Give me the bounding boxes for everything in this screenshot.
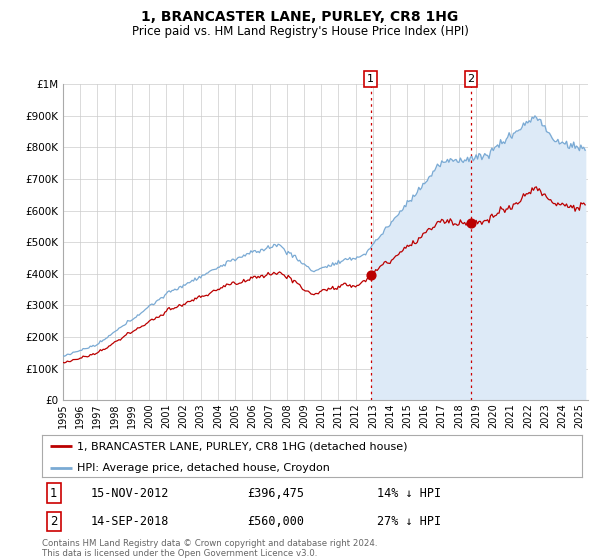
Text: Price paid vs. HM Land Registry's House Price Index (HPI): Price paid vs. HM Land Registry's House …	[131, 25, 469, 38]
Text: 2: 2	[50, 515, 58, 528]
Text: Contains HM Land Registry data © Crown copyright and database right 2024.: Contains HM Land Registry data © Crown c…	[42, 539, 377, 548]
Text: 1: 1	[367, 74, 374, 84]
Text: 1, BRANCASTER LANE, PURLEY, CR8 1HG (detached house): 1, BRANCASTER LANE, PURLEY, CR8 1HG (det…	[77, 441, 407, 451]
Point	[466, 219, 476, 228]
Text: 1, BRANCASTER LANE, PURLEY, CR8 1HG: 1, BRANCASTER LANE, PURLEY, CR8 1HG	[142, 10, 458, 24]
Text: £560,000: £560,000	[247, 515, 304, 528]
Text: 15-NOV-2012: 15-NOV-2012	[91, 487, 169, 500]
Text: 2: 2	[467, 74, 475, 84]
Text: 27% ↓ HPI: 27% ↓ HPI	[377, 515, 441, 528]
Text: 14-SEP-2018: 14-SEP-2018	[91, 515, 169, 528]
Text: HPI: Average price, detached house, Croydon: HPI: Average price, detached house, Croy…	[77, 463, 330, 473]
Text: 1: 1	[50, 487, 58, 500]
Text: This data is licensed under the Open Government Licence v3.0.: This data is licensed under the Open Gov…	[42, 549, 317, 558]
Text: 14% ↓ HPI: 14% ↓ HPI	[377, 487, 441, 500]
Text: £396,475: £396,475	[247, 487, 304, 500]
Point	[366, 270, 376, 279]
